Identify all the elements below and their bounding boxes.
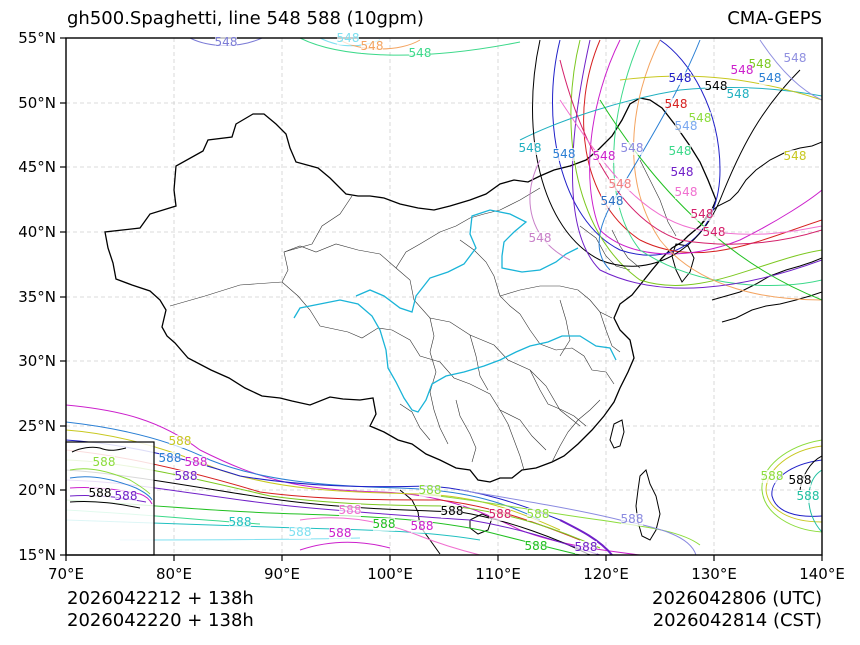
x-tick-label: 80°E bbox=[155, 565, 193, 583]
contour-label-548: 548 bbox=[409, 46, 432, 60]
tick-marks bbox=[60, 37, 823, 561]
x-tick-label: 90°E bbox=[263, 565, 301, 583]
y-tick-label: 55°N bbox=[18, 29, 56, 47]
contour-label-588: 588 bbox=[489, 507, 512, 521]
contour-label-548: 548 bbox=[669, 71, 692, 85]
contour-label-548: 548 bbox=[337, 31, 360, 45]
coastlines bbox=[399, 141, 822, 555]
contour-label-588: 588 bbox=[93, 455, 116, 469]
contour-label-588: 588 bbox=[575, 540, 598, 554]
y-tick-label: 40°N bbox=[18, 223, 56, 241]
contour-label-588: 588 bbox=[289, 525, 312, 539]
y-tick-label: 25°N bbox=[18, 417, 56, 435]
x-tick-label: 70°E bbox=[47, 565, 85, 583]
contour-label-548: 548 bbox=[553, 147, 576, 161]
y-tick-label: 45°N bbox=[18, 158, 56, 176]
contour-label-548: 548 bbox=[731, 63, 754, 77]
valid-time-cst: 2026042814 (CST) bbox=[652, 610, 822, 631]
contour-label-548: 548 bbox=[593, 149, 616, 163]
contour-label-548: 548 bbox=[691, 207, 714, 221]
contour-label-548: 548 bbox=[705, 79, 728, 93]
contour-label-548: 548 bbox=[609, 177, 632, 191]
contour-label-588: 588 bbox=[329, 526, 352, 540]
y-tick-label: 50°N bbox=[18, 94, 56, 112]
contour-label-588: 588 bbox=[229, 515, 252, 529]
contour-labels: 548 5485485485485485485485485485485485485… bbox=[89, 31, 820, 554]
country-border bbox=[104, 97, 717, 483]
contour-label-548: 548 bbox=[671, 165, 694, 179]
x-tick-label: 140°E bbox=[799, 565, 845, 583]
contour-label-588: 588 bbox=[761, 469, 784, 483]
init-time-1: 2026042212 + 138h bbox=[67, 588, 254, 609]
contour-label-588: 588 bbox=[339, 503, 362, 517]
contour-label-588: 588 bbox=[89, 486, 112, 500]
contour-label-548: 548 bbox=[669, 144, 692, 158]
contour-label-548: 548 bbox=[215, 35, 238, 49]
contour-label-548: 548 bbox=[784, 51, 807, 65]
y-tick-label: 30°N bbox=[18, 352, 56, 370]
valid-time-utc: 2026042806 (UTC) bbox=[652, 588, 822, 609]
contour-label-548: 548 bbox=[703, 225, 726, 239]
y-tick-label: 35°N bbox=[18, 288, 56, 306]
chart-title: gh500.Spaghetti, line 548 588 (10gpm) bbox=[67, 8, 424, 29]
contour-label-588: 588 bbox=[169, 434, 192, 448]
init-time-2: 2026042220 + 138h bbox=[67, 610, 254, 631]
init-times: 2026042212 + 138h 2026042220 + 138h bbox=[67, 588, 254, 632]
contour-label-588: 588 bbox=[373, 517, 396, 531]
contour-label-588: 588 bbox=[115, 489, 138, 503]
contour-label-548: 548 bbox=[601, 194, 624, 208]
x-tick-label: 100°E bbox=[367, 565, 413, 583]
contour-label-548: 548 bbox=[519, 141, 542, 155]
contour-label-588: 588 bbox=[525, 539, 548, 553]
contour-label-588: 588 bbox=[789, 473, 812, 487]
y-tick-label: 15°N bbox=[18, 546, 56, 564]
contours-548 bbox=[189, 38, 822, 301]
contour-label-588: 588 bbox=[621, 512, 644, 526]
gridlines bbox=[66, 38, 822, 555]
contour-label-588: 588 bbox=[441, 504, 464, 518]
contour-label-588: 588 bbox=[411, 519, 434, 533]
contour-label-588: 588 bbox=[527, 507, 550, 521]
contour-label-548: 548 bbox=[621, 141, 644, 155]
contour-label-548: 548 bbox=[784, 149, 807, 163]
province-borders bbox=[169, 159, 677, 471]
contour-label-548: 548 bbox=[759, 71, 782, 85]
x-tick-label: 110°E bbox=[475, 565, 521, 583]
contour-label-588: 588 bbox=[175, 469, 198, 483]
contour-label-588: 588 bbox=[159, 451, 182, 465]
contour-label-548: 548 bbox=[665, 97, 688, 111]
contour-label-548: 548 bbox=[529, 231, 552, 245]
contour-label-548: 548 bbox=[749, 57, 772, 71]
contour-label-548: 548 bbox=[361, 39, 384, 53]
contour-label-548: 548 bbox=[675, 185, 698, 199]
contour-label-548: 548 bbox=[675, 119, 698, 133]
contour-label-588: 588 bbox=[797, 489, 820, 503]
contour-label-588: 588 bbox=[185, 455, 208, 469]
y-tick-label: 20°N bbox=[18, 481, 56, 499]
contour-label-548: 548 bbox=[727, 87, 750, 101]
x-tick-label: 130°E bbox=[691, 565, 737, 583]
model-name: CMA-GEPS bbox=[727, 8, 822, 29]
rivers bbox=[293, 209, 617, 413]
contour-label-588: 588 bbox=[419, 483, 442, 497]
valid-times: 2026042806 (UTC) 2026042814 (CST) bbox=[652, 588, 822, 632]
x-tick-label: 120°E bbox=[583, 565, 629, 583]
